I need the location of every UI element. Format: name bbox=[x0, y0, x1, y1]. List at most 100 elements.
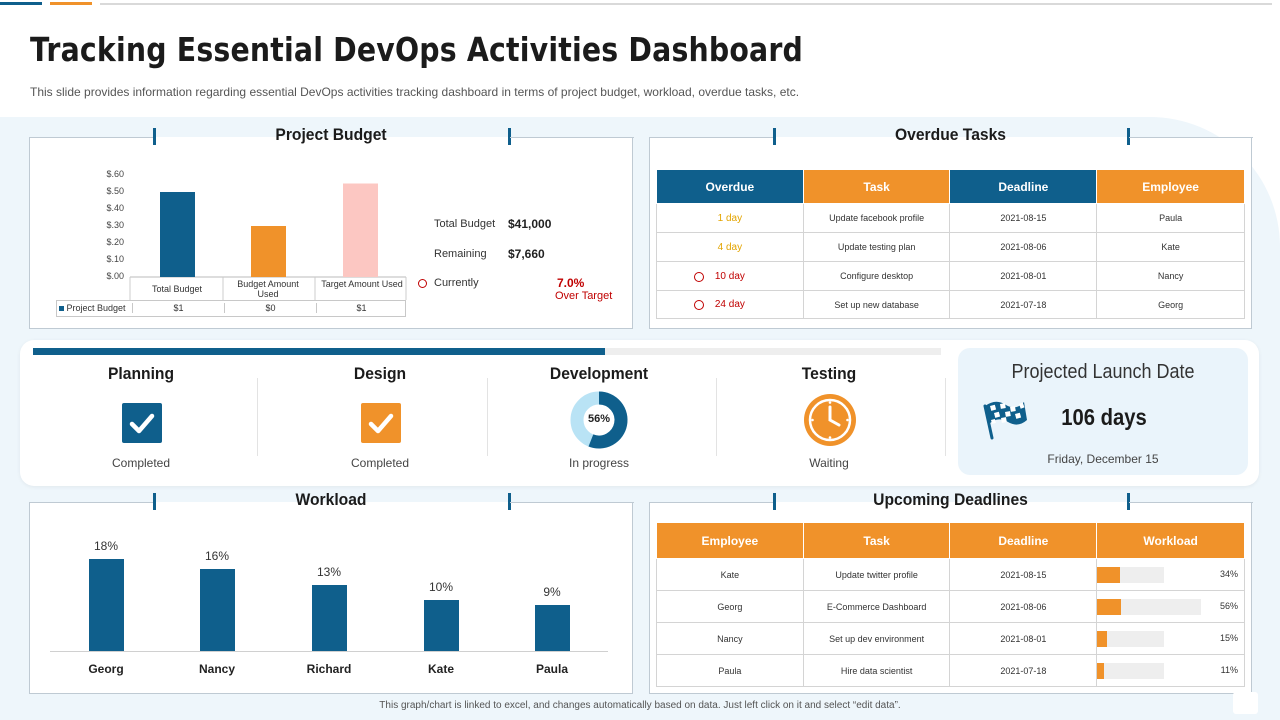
checkbox-checked-icon bbox=[361, 403, 401, 443]
workload-category-label: Paula bbox=[535, 662, 568, 676]
workload-value-label: 13% bbox=[316, 564, 342, 579]
total-budget-label: Total Budget bbox=[434, 218, 496, 230]
budget-table-value: $1 bbox=[316, 303, 406, 313]
workload-progress-track bbox=[1097, 631, 1165, 647]
employee-cell: Nancy bbox=[1096, 261, 1245, 291]
employee-cell: Kate bbox=[656, 558, 804, 591]
employee-cell: Georg bbox=[1096, 290, 1245, 319]
upcoming-deadlines-title: Upcoming Deadlines bbox=[873, 490, 1028, 509]
stage-development-status: In progress bbox=[568, 456, 630, 470]
table-row: Kate Update twitter profile 2021-08-15 34% bbox=[656, 558, 1245, 591]
budget-bar bbox=[251, 226, 286, 277]
task-cell: Hire data scientist bbox=[802, 654, 951, 687]
workload-value-label: 10% bbox=[428, 579, 454, 594]
project-budget-title: Project Budget bbox=[275, 125, 387, 144]
table-row: Nancy Set up dev environment 2021-08-01 15% bbox=[656, 622, 1245, 655]
table-row: 10 day Configure desktop 2021-08-01 Nanc… bbox=[656, 261, 1245, 291]
workload-bar bbox=[200, 569, 235, 651]
corner-box bbox=[1233, 692, 1258, 714]
stage-development-name: Development bbox=[549, 364, 649, 383]
overdue-header: Employee bbox=[1096, 169, 1245, 204]
deadline-cell: 2021-08-06 bbox=[949, 590, 1098, 623]
page-subtitle: This slide provides information regardin… bbox=[30, 85, 800, 99]
budget-y-tick: $.10 bbox=[106, 254, 124, 264]
budget-table-value: $1 bbox=[132, 303, 224, 313]
currently-label: Currently bbox=[434, 277, 479, 289]
workload-percent: 34% bbox=[1219, 569, 1238, 579]
footer-note: This graph/chart is linked to excel, and… bbox=[379, 700, 901, 711]
clock-icon bbox=[804, 394, 856, 446]
workload-category-label: Georg bbox=[88, 662, 124, 676]
overdue-value: 24 day bbox=[714, 299, 745, 310]
checkbox-checked-icon bbox=[122, 403, 162, 443]
deadline-cell: 2021-08-01 bbox=[949, 261, 1098, 291]
overdue-header: Task bbox=[802, 169, 951, 204]
overdue-cell: 10 day bbox=[656, 261, 804, 291]
table-row: 4 day Update testing plan 2021-08-06 Kat… bbox=[656, 232, 1245, 262]
workload-category-label: Kate bbox=[427, 662, 454, 676]
table-row: 24 day Set up new database 2021-07-18 Ge… bbox=[656, 290, 1245, 319]
task-cell: Set up dev environment bbox=[802, 622, 951, 655]
development-donut-chart bbox=[570, 391, 628, 449]
employee-cell: Nancy bbox=[656, 622, 804, 655]
stage-design-name: Design bbox=[353, 364, 407, 383]
deadlines-header: Task bbox=[802, 522, 951, 559]
budget-cat-label: Total Budget bbox=[151, 284, 203, 294]
task-cell: Configure desktop bbox=[802, 261, 951, 291]
deadline-cell: 2021-08-01 bbox=[949, 622, 1098, 655]
budget-y-tick: $.00 bbox=[106, 271, 124, 281]
upcoming-deadlines-card: Upcoming Deadlines Employee Task Deadlin… bbox=[649, 490, 1253, 694]
alert-circle-icon bbox=[694, 300, 704, 310]
development-percent: 56% bbox=[587, 413, 611, 425]
launch-date: Friday, December 15 bbox=[1047, 452, 1159, 466]
deadlines-table: Employee Task Deadline Workload Kate Upda… bbox=[656, 522, 1245, 687]
workload-progress-fill bbox=[1097, 599, 1122, 615]
budget-table-value: $0 bbox=[224, 303, 316, 313]
workload-progress-track bbox=[1097, 567, 1165, 583]
deadline-cell: 2021-08-15 bbox=[949, 558, 1098, 591]
deadline-cell: 2021-07-18 bbox=[949, 654, 1098, 687]
workload-progress-fill bbox=[1097, 631, 1108, 647]
workload-progress-track bbox=[1097, 663, 1165, 679]
task-cell: Update testing plan bbox=[802, 232, 951, 262]
workload-progress-track bbox=[1097, 599, 1202, 615]
legend-label: Project Budget bbox=[66, 303, 126, 313]
employee-cell: Paula bbox=[1096, 203, 1245, 233]
table-row: Paula Hire data scientist 2021-07-18 11% bbox=[656, 654, 1245, 687]
budget-y-tick: $.50 bbox=[106, 186, 124, 196]
page-title: Tracking Essential DevOps Activities Das… bbox=[30, 30, 804, 69]
workload-bar bbox=[424, 599, 459, 651]
legend-swatch bbox=[59, 306, 64, 312]
deadline-cell: 2021-07-18 bbox=[949, 290, 1098, 319]
checkered-flag-icon bbox=[983, 401, 1027, 440]
overdue-value: 10 day bbox=[714, 270, 745, 282]
top-accent-line bbox=[100, 3, 1272, 5]
stage-testing-name: Testing bbox=[801, 364, 857, 383]
stage-design-status: Completed bbox=[350, 456, 410, 470]
workload-category-label: Nancy bbox=[198, 662, 236, 676]
currently-note: Over Target bbox=[555, 290, 613, 302]
task-cell: E-Commerce Dashboard bbox=[802, 590, 951, 623]
overdue-table: Overdue Task Deadline Employee 1 day Upd… bbox=[656, 169, 1245, 319]
stages-progress-track bbox=[33, 348, 941, 355]
budget-bar bbox=[160, 192, 195, 277]
budget-legend: Project Budget bbox=[59, 303, 134, 313]
stage-testing-status: Waiting bbox=[809, 456, 849, 470]
budget-bar bbox=[343, 183, 378, 277]
employee-cell: Georg bbox=[656, 590, 804, 623]
table-row: Georg E-Commerce Dashboard 2021-08-06 56% bbox=[656, 590, 1245, 623]
total-budget-value: $41,000 bbox=[508, 217, 552, 231]
overdue-cell: 1 day bbox=[656, 203, 804, 233]
currently-circle-icon bbox=[418, 279, 427, 288]
workload-bar bbox=[312, 584, 347, 651]
employee-cell: Kate bbox=[1096, 232, 1245, 262]
deadlines-header: Workload bbox=[1096, 522, 1245, 559]
workload-category-label: Richard bbox=[306, 662, 352, 676]
stages-progress-fill bbox=[33, 348, 606, 355]
workload-bar bbox=[535, 605, 570, 651]
workload-cell: 15% bbox=[1096, 622, 1245, 655]
budget-data-table: Project Budget $1 $0 $1 bbox=[56, 300, 406, 317]
workload-cell: 11% bbox=[1096, 654, 1245, 687]
task-cell: Set up new database bbox=[802, 290, 951, 319]
launch-date-title: Projected Launch Date bbox=[1011, 361, 1195, 383]
